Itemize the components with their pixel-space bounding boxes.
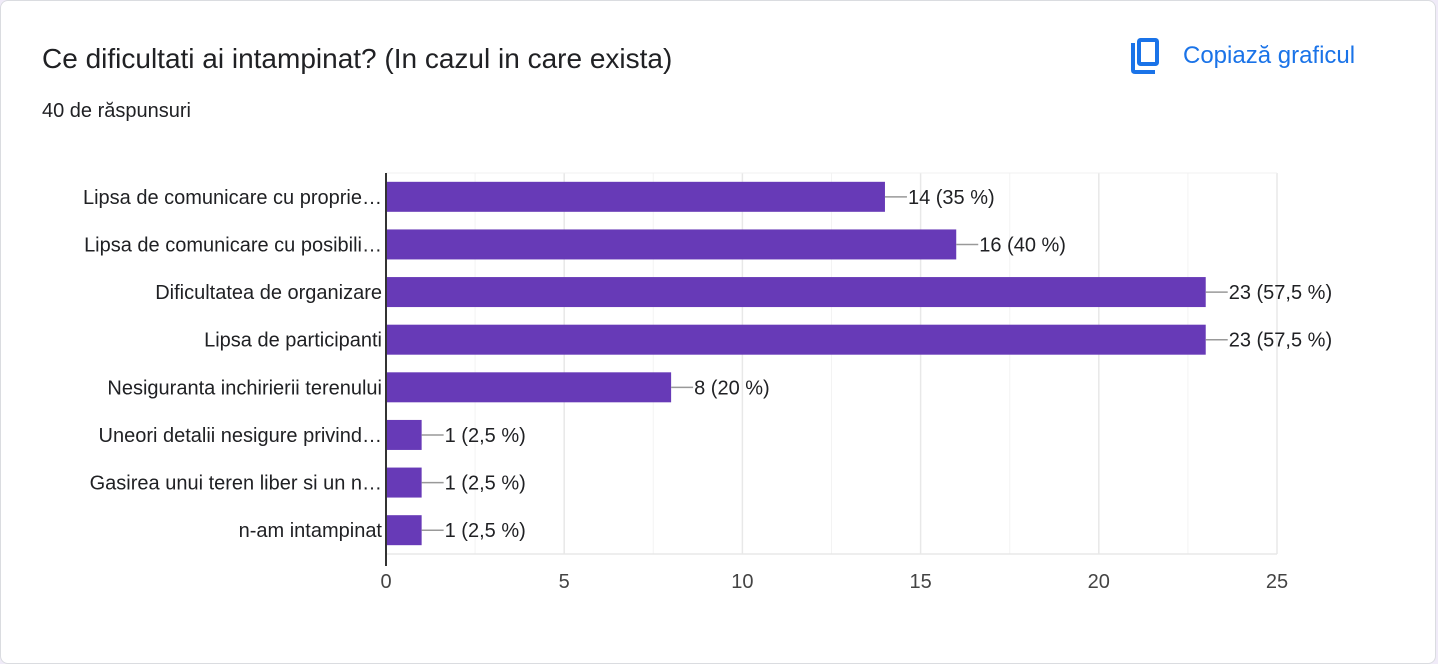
category-label: Lipsa de comunicare cu posibili… <box>84 234 382 256</box>
category-label: Gasirea unui teren liber si un n… <box>90 473 382 495</box>
copy-icon <box>1131 38 1159 74</box>
data-label: 8 (20 %) <box>694 377 770 399</box>
bar-chart: 0 5 10 15 20 25 Lipsa de comunicare cu proprie… <box>83 172 1332 593</box>
category-label: Uneori detalii nesigure privind… <box>99 425 382 447</box>
bar <box>386 372 672 403</box>
bar <box>386 515 422 546</box>
data-label: 23 (57,5 %) <box>1229 330 1332 352</box>
x-tick-label: 25 <box>1266 571 1288 593</box>
category-label: Lipsa de participanti <box>204 330 382 352</box>
data-label: 14 (35 %) <box>908 187 995 209</box>
category-label: Nesiguranta inchirierii terenului <box>107 377 382 399</box>
bar <box>386 324 1206 355</box>
bar <box>386 181 885 212</box>
data-label: 1 (2,5 %) <box>445 520 526 542</box>
category-label: Dificultatea de organizare <box>155 282 382 304</box>
bar <box>386 419 422 450</box>
data-label: 16 (40 %) <box>979 234 1066 256</box>
copy-chart-button[interactable]: Copiază graficul <box>1119 31 1361 81</box>
bar <box>386 467 422 498</box>
x-tick-label: 20 <box>1088 571 1110 593</box>
category-label: Lipsa de comunicare cu proprie… <box>83 187 382 209</box>
data-label: 1 (2,5 %) <box>445 425 526 447</box>
question-title: Ce dificultati ai intampinat? (In cazul … <box>42 43 673 74</box>
bar <box>386 277 1206 308</box>
bar <box>386 229 957 260</box>
x-tick-label: 0 <box>380 571 391 593</box>
data-label: 23 (57,5 %) <box>1229 282 1332 304</box>
x-tick-label: 15 <box>909 571 931 593</box>
x-tick-label: 10 <box>731 571 753 593</box>
category-label: n-am intampinat <box>239 520 383 542</box>
data-label: 1 (2,5 %) <box>445 473 526 495</box>
response-count: 40 de răspunsuri <box>42 100 191 122</box>
x-tick-label: 5 <box>559 571 570 593</box>
copy-chart-label: Copiază graficul <box>1183 42 1356 69</box>
